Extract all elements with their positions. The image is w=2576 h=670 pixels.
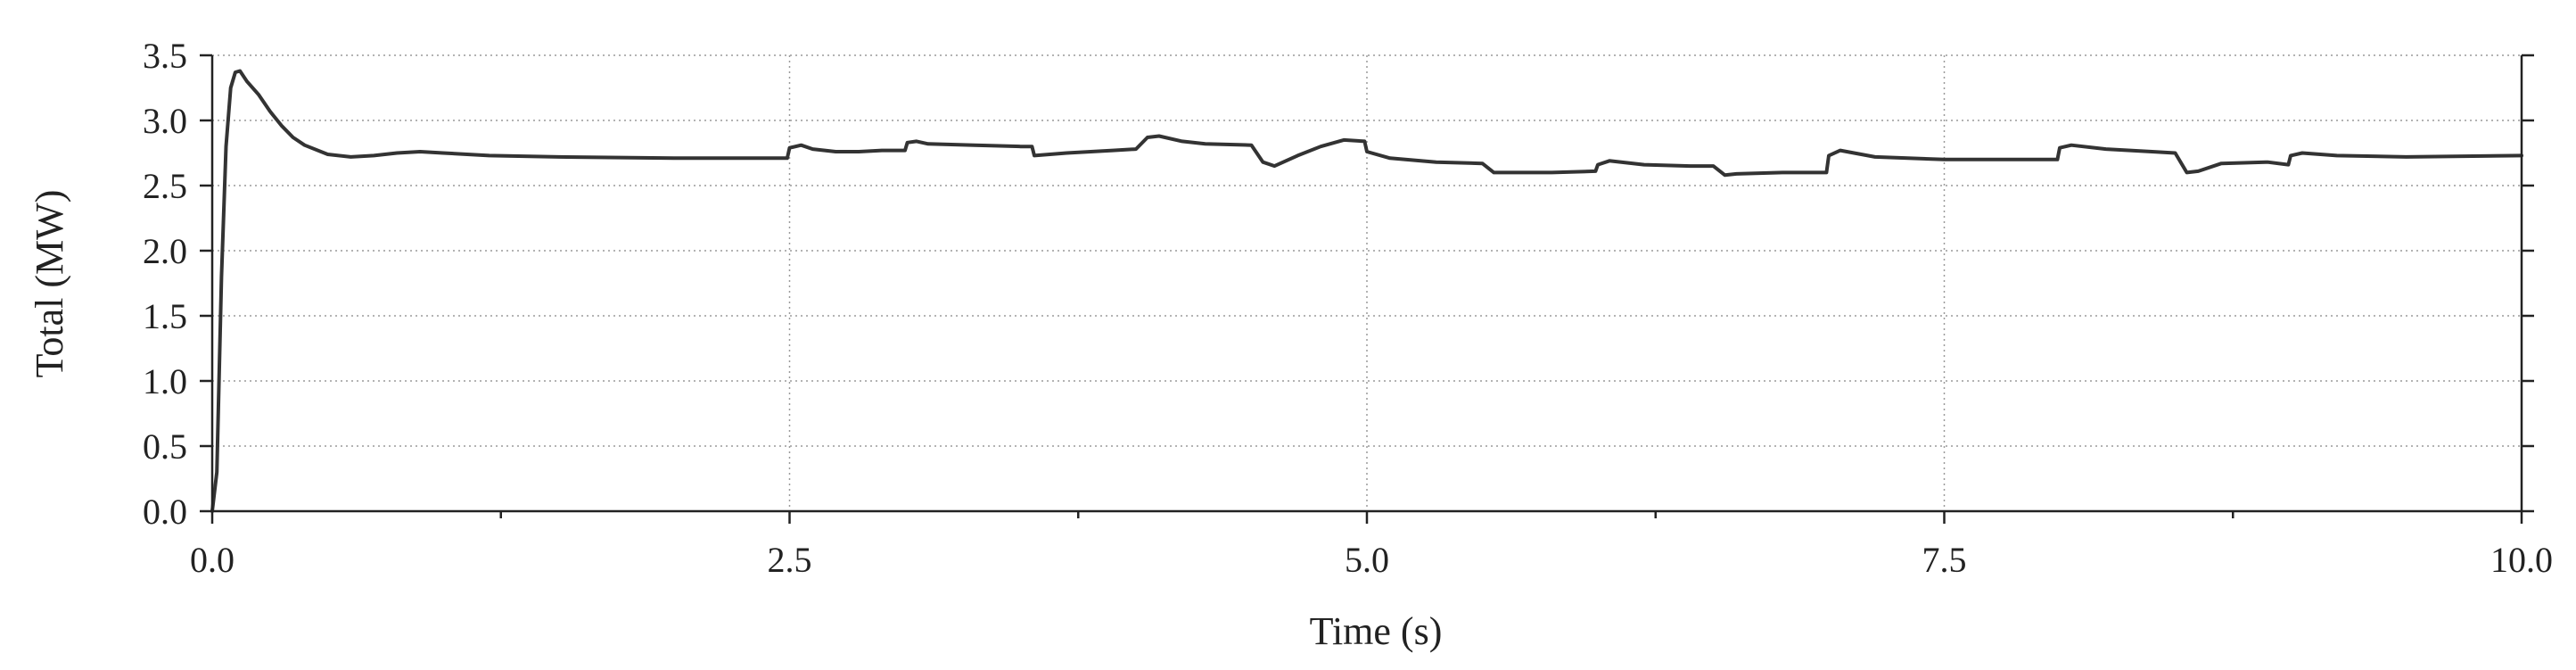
y-tick-label: 1.0 [143,361,187,401]
series-line [210,69,2523,513]
grid-lines [212,54,2522,511]
series-layer [210,69,2523,513]
y-tick-label: 2.5 [143,166,187,206]
x-tick-label: 5.0 [1345,540,1389,580]
y-tick-label: 0.5 [143,426,187,467]
x-tick-label: 0.0 [190,540,235,580]
x-tick-label: 7.5 [1922,540,1967,580]
x-tick-label: 2.5 [768,540,812,580]
y-tick-label: 2.0 [143,231,187,271]
x-tick-labels: 0.0 2.5 5.0 7.5 10.0 [190,540,2553,580]
y-tick-labels: 0.0 0.5 1.0 1.5 2.0 2.5 3.0 3.5 [143,36,187,532]
y-tick-label: 3.5 [143,36,187,76]
axes [200,54,2534,524]
x-tick-label: 10.0 [2490,540,2553,580]
x-axis-label: Time (s) [1310,609,1443,653]
y-tick-label: 3.0 [143,101,187,141]
y-tick-label: 1.5 [143,296,187,336]
y-axis-label: Total (MW) [28,190,71,378]
y-tick-label: 0.0 [143,492,187,532]
